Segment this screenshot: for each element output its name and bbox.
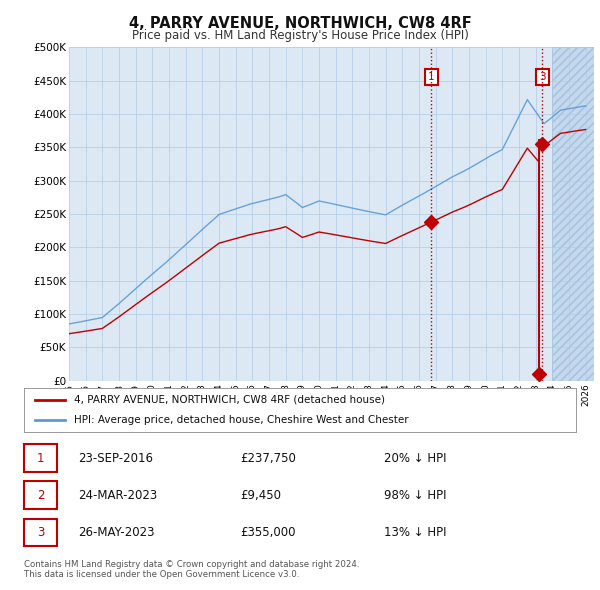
Text: 4, PARRY AVENUE, NORTHWICH, CW8 4RF: 4, PARRY AVENUE, NORTHWICH, CW8 4RF (128, 16, 472, 31)
Text: 1: 1 (37, 451, 44, 465)
Text: £355,000: £355,000 (240, 526, 296, 539)
Text: 2: 2 (37, 489, 44, 502)
Text: Price paid vs. HM Land Registry's House Price Index (HPI): Price paid vs. HM Land Registry's House … (131, 29, 469, 42)
Text: 3: 3 (37, 526, 44, 539)
Text: 98% ↓ HPI: 98% ↓ HPI (384, 489, 446, 502)
Text: £9,450: £9,450 (240, 489, 281, 502)
Text: 3: 3 (539, 72, 545, 82)
Text: 24-MAR-2023: 24-MAR-2023 (78, 489, 157, 502)
Bar (553, 47, 600, 381)
Text: 26-MAY-2023: 26-MAY-2023 (78, 526, 155, 539)
Text: 23-SEP-2016: 23-SEP-2016 (78, 451, 153, 465)
Text: HPI: Average price, detached house, Cheshire West and Chester: HPI: Average price, detached house, Ches… (74, 415, 409, 425)
Text: 13% ↓ HPI: 13% ↓ HPI (384, 526, 446, 539)
Text: Contains HM Land Registry data © Crown copyright and database right 2024.
This d: Contains HM Land Registry data © Crown c… (24, 560, 359, 579)
Text: 1: 1 (428, 72, 434, 82)
Text: 4, PARRY AVENUE, NORTHWICH, CW8 4RF (detached house): 4, PARRY AVENUE, NORTHWICH, CW8 4RF (det… (74, 395, 385, 405)
Text: 20% ↓ HPI: 20% ↓ HPI (384, 451, 446, 465)
Text: £237,750: £237,750 (240, 451, 296, 465)
Bar (553, 47, 600, 381)
